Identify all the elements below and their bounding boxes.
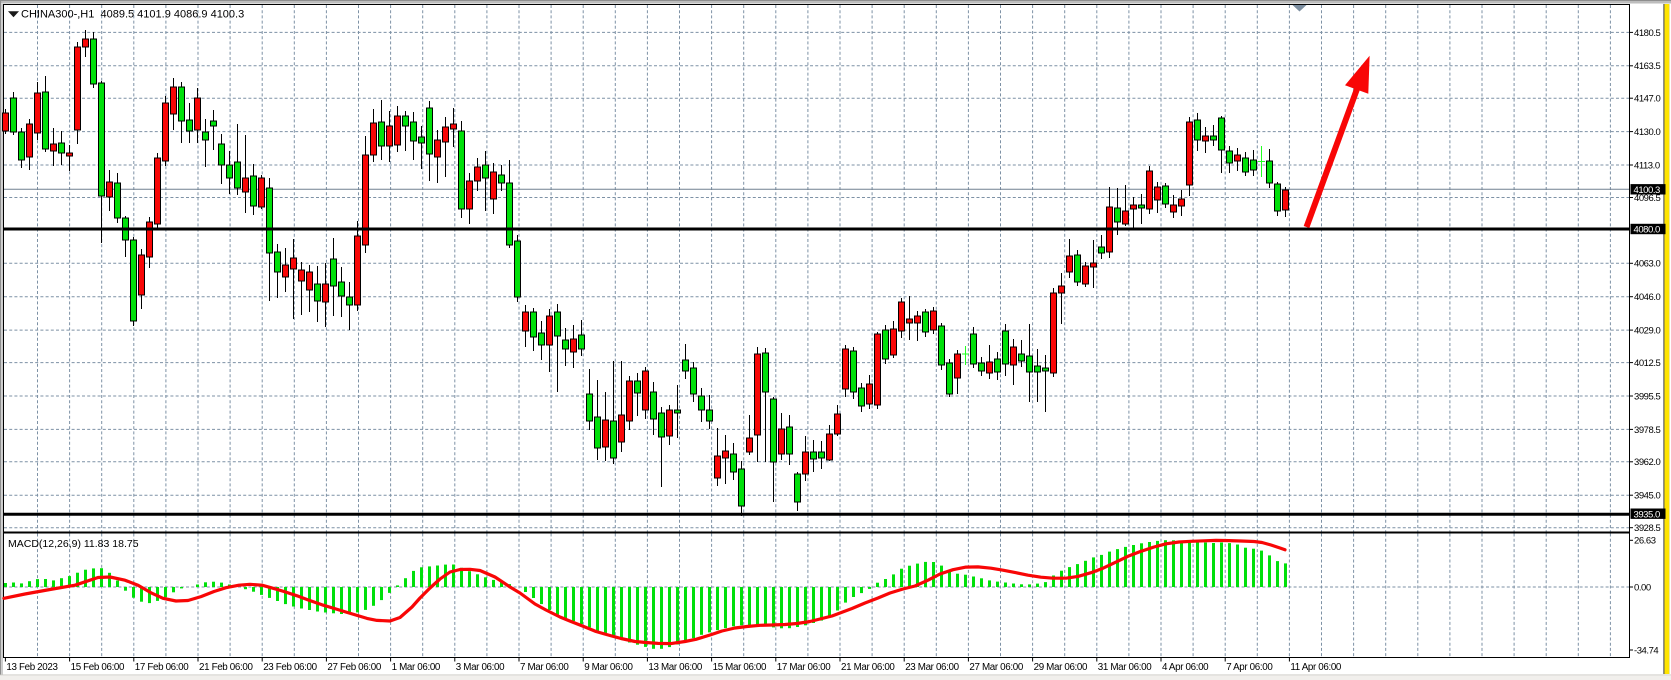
svg-text:17 Feb 06:00: 17 Feb 06:00 [135, 662, 189, 673]
svg-text:0.00: 0.00 [1634, 582, 1651, 593]
svg-text:15 Feb 06:00: 15 Feb 06:00 [71, 662, 125, 673]
svg-text:3945.0: 3945.0 [1634, 491, 1661, 502]
svg-text:21 Feb 06:00: 21 Feb 06:00 [199, 662, 253, 673]
svg-text:4046.0: 4046.0 [1634, 292, 1661, 303]
svg-text:21 Mar 06:00: 21 Mar 06:00 [841, 662, 895, 673]
svg-text:4180.5: 4180.5 [1634, 28, 1661, 39]
svg-text:4163.5: 4163.5 [1634, 61, 1661, 72]
svg-text:4113.0: 4113.0 [1634, 160, 1660, 171]
svg-text:4147.0: 4147.0 [1634, 94, 1661, 105]
svg-text:CHINA300-,H1 4089.5 4101.9 40: CHINA300-,H1 4089.5 4101.9 4086.9 4100.3 [21, 9, 244, 21]
svg-text:27 Feb 06:00: 27 Feb 06:00 [327, 662, 381, 673]
svg-text:3978.5: 3978.5 [1634, 425, 1661, 436]
svg-text:4012.5: 4012.5 [1634, 358, 1661, 369]
svg-text:23 Feb 06:00: 23 Feb 06:00 [263, 662, 317, 673]
svg-text:17 Mar 06:00: 17 Mar 06:00 [777, 662, 831, 673]
svg-text:3928.5: 3928.5 [1634, 523, 1661, 534]
svg-text:3962.0: 3962.0 [1634, 457, 1661, 468]
svg-text:3995.5: 3995.5 [1634, 391, 1661, 402]
svg-text:3935.0: 3935.0 [1634, 509, 1661, 520]
svg-text:26.63: 26.63 [1634, 536, 1656, 547]
svg-text:4 Apr 06:00: 4 Apr 06:00 [1162, 662, 1209, 673]
svg-text:1 Mar 06:00: 1 Mar 06:00 [392, 662, 441, 673]
svg-text:15 Mar 06:00: 15 Mar 06:00 [713, 662, 767, 673]
svg-text:7 Mar 06:00: 7 Mar 06:00 [520, 662, 569, 673]
svg-text:-34.74: -34.74 [1634, 645, 1658, 656]
svg-text:4130.0: 4130.0 [1634, 127, 1661, 138]
svg-text:11 Apr 06:00: 11 Apr 06:00 [1290, 662, 1342, 673]
svg-text:MACD(12,26,9) 11.83 18.75: MACD(12,26,9) 11.83 18.75 [8, 538, 139, 550]
svg-text:4096.5: 4096.5 [1634, 193, 1661, 204]
svg-text:4080.0: 4080.0 [1634, 225, 1661, 236]
svg-text:4100.3: 4100.3 [1634, 185, 1661, 196]
svg-text:23 Mar 06:00: 23 Mar 06:00 [905, 662, 959, 673]
svg-text:4029.0: 4029.0 [1634, 326, 1661, 337]
svg-text:9 Mar 06:00: 9 Mar 06:00 [584, 662, 633, 673]
svg-text:31 Mar 06:00: 31 Mar 06:00 [1098, 662, 1152, 673]
svg-text:13 Mar 06:00: 13 Mar 06:00 [648, 662, 702, 673]
svg-text:13 Feb 2023: 13 Feb 2023 [6, 662, 58, 673]
svg-text:27 Mar 06:00: 27 Mar 06:00 [969, 662, 1023, 673]
svg-text:4063.0: 4063.0 [1634, 259, 1661, 270]
svg-text:3 Mar 06:00: 3 Mar 06:00 [456, 662, 505, 673]
svg-text:7 Apr 06:00: 7 Apr 06:00 [1226, 662, 1273, 673]
svg-text:29 Mar 06:00: 29 Mar 06:00 [1034, 662, 1088, 673]
